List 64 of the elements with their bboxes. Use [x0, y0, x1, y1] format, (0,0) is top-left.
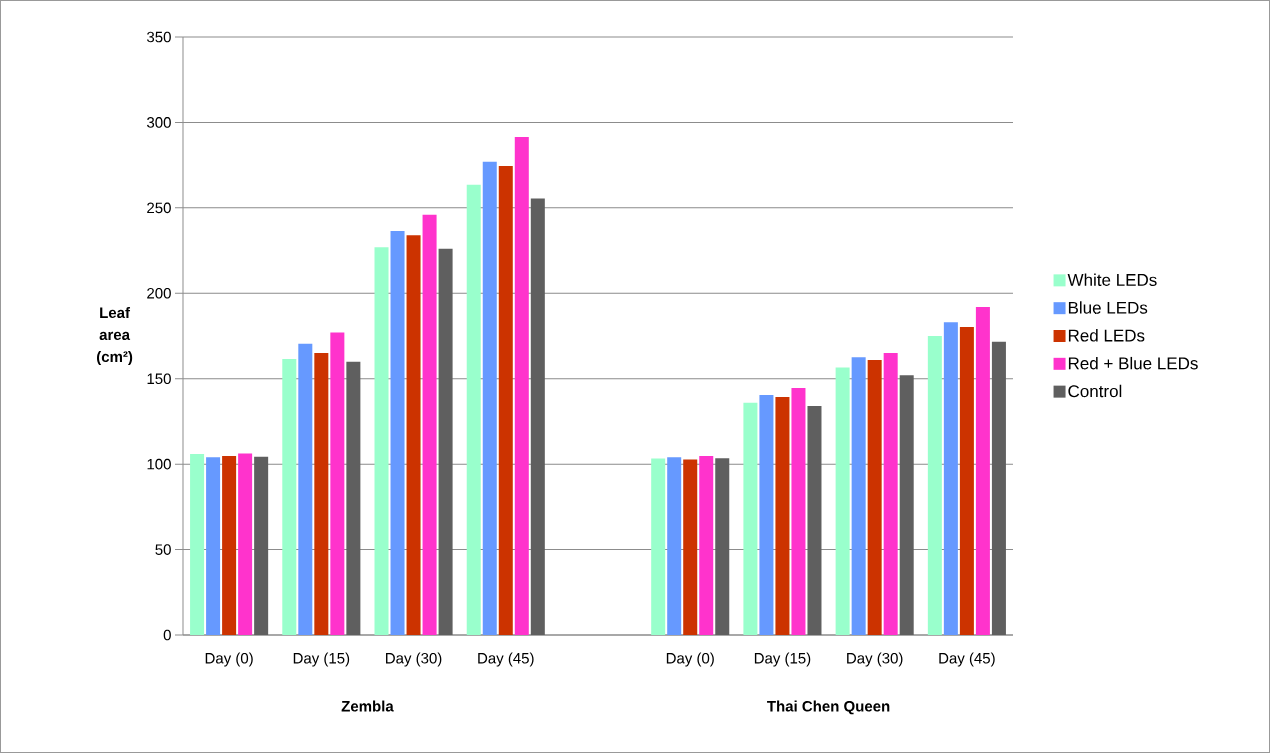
- legend-label: White LEDs: [1067, 273, 1157, 286]
- y-axis-title: Leaf area (cm²): [96, 307, 133, 365]
- x-tick-label: Day (0): [666, 652, 714, 667]
- text: Thai Chen Queen: [767, 700, 890, 715]
- bar: [206, 457, 221, 635]
- bar: [651, 458, 666, 635]
- legend-label: Red LEDs: [1068, 329, 1145, 342]
- bar: [314, 353, 329, 635]
- bar: [699, 456, 714, 635]
- text: Zembla: [341, 700, 394, 712]
- bar: [514, 136, 529, 635]
- bar: [530, 198, 545, 635]
- x-tick-label: Day (15): [754, 652, 811, 667]
- bar: [238, 453, 253, 635]
- legend-label: Control: [1068, 384, 1122, 398]
- bar: [422, 214, 437, 635]
- y-tick-label: 150: [147, 373, 171, 385]
- bar: [683, 459, 698, 635]
- bar: [867, 359, 882, 635]
- bar: [667, 457, 682, 635]
- legend-label: Red + Blue LEDs: [1068, 356, 1198, 370]
- bar: [927, 336, 942, 635]
- x-tick-label: Day (15): [293, 652, 350, 667]
- x-tick-label: Day (45): [478, 652, 534, 667]
- bar: [883, 353, 898, 635]
- bar: [975, 306, 990, 635]
- bar: [899, 375, 914, 635]
- bar: [959, 326, 974, 635]
- bar: [715, 458, 730, 635]
- legend-label: Blue LEDs: [1068, 301, 1148, 314]
- bar: [759, 394, 774, 635]
- x-tick-label: Day (30): [847, 652, 903, 667]
- bar: [298, 343, 313, 635]
- y-tick-label: 100: [147, 458, 171, 470]
- bar: [374, 247, 389, 635]
- x-tick-label: Day (45): [939, 652, 995, 667]
- bar: [991, 341, 1006, 635]
- bar: [438, 248, 453, 635]
- bar: [390, 230, 405, 635]
- bar: [835, 367, 850, 635]
- bar: [466, 184, 481, 635]
- y-tick-label: 200: [147, 287, 171, 299]
- x-tick-label: Day (30): [386, 652, 442, 667]
- bar: [346, 361, 361, 635]
- bar: [282, 359, 297, 635]
- y-tick-label: 350: [147, 31, 171, 43]
- bar: [190, 453, 205, 635]
- bar: [498, 166, 513, 635]
- bar: [943, 322, 958, 635]
- bar: [791, 387, 806, 635]
- bar: [851, 357, 866, 635]
- bar: [807, 406, 822, 635]
- bar: [743, 402, 758, 635]
- y-tick-label: 50: [155, 544, 171, 555]
- bar: [222, 456, 237, 635]
- bar: [406, 235, 421, 635]
- bar: [330, 332, 345, 635]
- x-tick-label: Day (0): [205, 652, 253, 667]
- bar: [254, 456, 269, 635]
- bar: [775, 397, 790, 635]
- y-tick-label: 0: [163, 629, 171, 641]
- y-tick-label: 300: [147, 117, 171, 128]
- y-tick-label: 250: [147, 202, 171, 214]
- bar: [482, 161, 497, 635]
